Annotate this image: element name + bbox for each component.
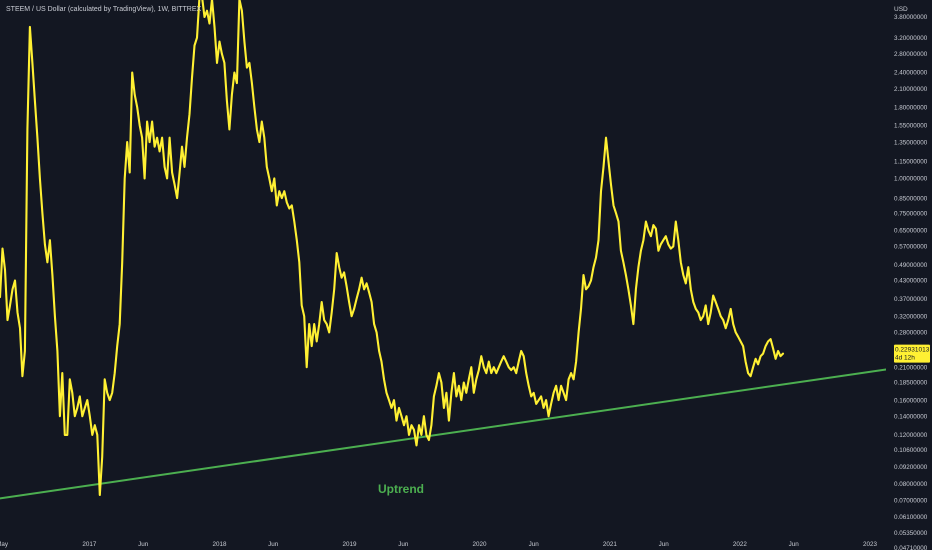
price-line [0, 0, 785, 497]
y-tick-label: 0.09200000 [894, 464, 928, 471]
y-tick-label: 3.20000000 [894, 35, 928, 42]
y-tick-label: 0.65000000 [894, 228, 928, 235]
y-tick-label: 1.35000000 [894, 139, 928, 146]
x-tick-label: 2023 [863, 541, 878, 548]
x-tick-label: 2021 [603, 541, 618, 548]
y-tick-label: 0.12000000 [894, 432, 928, 439]
x-tick-label: 2022 [733, 541, 748, 548]
y-tick-label: 0.16000000 [894, 397, 928, 404]
annotation-uptrend: Uptrend [378, 482, 424, 496]
trendline-layer [0, 368, 886, 500]
last-price-value: 0.22931013 [895, 347, 930, 354]
x-tick-label: Jun [659, 541, 670, 548]
y-tick-label: 0.37000000 [894, 296, 928, 303]
x-tick-label: 2020 [472, 541, 487, 548]
x-tick-label: 2017 [82, 541, 97, 548]
last-price-badge: 0.22931013 4d 12h [894, 344, 930, 363]
x-tick-label: 2018 [212, 541, 227, 548]
y-tick-label: 0.05350000 [894, 530, 928, 537]
y-tick-label: 2.40000000 [894, 70, 928, 77]
price-line-layer [0, 0, 785, 497]
y-tick-label: 0.21000000 [894, 364, 928, 371]
y-tick-label: 3.80000000 [894, 14, 928, 21]
y-tick-label: 0.10600000 [894, 447, 928, 454]
y-tick-label: 0.85000000 [894, 195, 928, 202]
x-tick-label: Jun [529, 541, 540, 548]
x-tick-label: Jun [268, 541, 279, 548]
last-price-badge-box [894, 344, 930, 363]
x-tick-label: May [0, 541, 9, 548]
y-tick-label: 1.55000000 [894, 123, 928, 130]
x-tick-label: Jun [138, 541, 149, 548]
y-tick-label: 1.00000000 [894, 176, 928, 183]
y-tick-label: 2.80000000 [894, 51, 928, 58]
symbol-title: STEEM / US Dollar (calculated by Trading… [6, 6, 201, 13]
x-tick-label: Jun [789, 541, 800, 548]
y-tick-label: 0.06100000 [894, 514, 928, 521]
y-tick-label: 0.49000000 [894, 262, 928, 269]
x-tick-label: 2019 [342, 541, 357, 548]
y-tick-label: 0.32000000 [894, 313, 928, 320]
y-tick-label: 0.04710000 [894, 545, 928, 550]
y-tick-label: 0.07000000 [894, 497, 928, 504]
time-axis[interactable]: May 2017 Jun 2018 Jun 2019 Jun 2020 Jun 2021 Jun 20… [0, 541, 877, 548]
uptrend-trendline [0, 368, 886, 500]
y-tick-label: 2.10000000 [894, 86, 928, 93]
y-tick-label: 0.18500000 [894, 380, 928, 387]
x-tick-label: Jun [398, 541, 409, 548]
y-tick-label: 0.43000000 [894, 278, 928, 285]
price-axis-unit: USD [894, 6, 908, 13]
y-tick-label: 1.15000000 [894, 159, 928, 166]
y-tick-label: 0.08000000 [894, 481, 928, 488]
y-tick-label: 0.14000000 [894, 413, 928, 420]
y-tick-label: 0.57000000 [894, 244, 928, 251]
y-tick-label: 0.75000000 [894, 210, 928, 217]
y-tick-label: 0.28000000 [894, 330, 928, 337]
last-price-countdown: 4d 12h [895, 355, 915, 362]
y-tick-label: 1.80000000 [894, 105, 928, 112]
